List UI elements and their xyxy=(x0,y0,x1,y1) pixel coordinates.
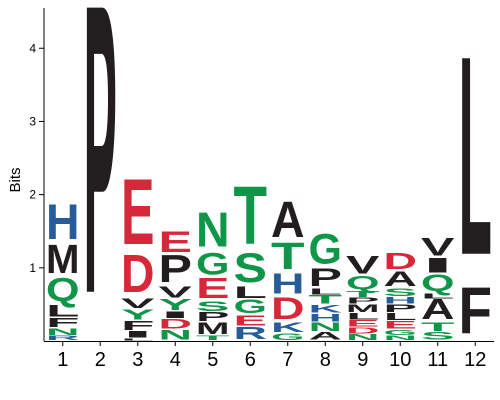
y-tick-label: 1 xyxy=(29,261,36,275)
logo-letter: D xyxy=(346,326,379,335)
y-tick-label: 3 xyxy=(29,114,36,128)
x-tick-label: 7 xyxy=(282,349,293,371)
logo-letter: P xyxy=(309,264,342,292)
logo-letter: D xyxy=(159,316,193,331)
logo-letter: P xyxy=(196,310,230,324)
logo-letter: D xyxy=(384,248,417,273)
logo-letter: F xyxy=(459,273,492,347)
logo-letter: K xyxy=(271,320,305,335)
logo-letter: S xyxy=(421,330,454,342)
logo-letter: T xyxy=(346,290,380,299)
logo-letter: A xyxy=(271,192,305,248)
logo-letter: Y xyxy=(121,307,155,323)
x-tick-label: 3 xyxy=(132,349,143,371)
logo-letter: E xyxy=(121,160,154,265)
logo-letter: I xyxy=(159,310,192,320)
x-tick-label: 9 xyxy=(357,349,368,371)
logo-letter: E xyxy=(159,225,192,258)
logo-letter: S xyxy=(196,299,230,314)
x-tick-label: 4 xyxy=(170,349,181,371)
logo-letter: A xyxy=(421,294,455,326)
y-axis-label: Bits xyxy=(7,167,24,192)
x-tick-label: 12 xyxy=(464,349,486,371)
logo-letter: N xyxy=(309,320,342,333)
x-axis: 1 2 3 4 5 6 7 8 9 10 11 12 xyxy=(44,341,494,371)
x-tick-label: 10 xyxy=(389,349,411,371)
logo-letter: K xyxy=(309,303,343,315)
y-tick-label: 4 xyxy=(29,41,36,55)
logo-letter: L xyxy=(309,288,342,297)
logo-letter: G xyxy=(234,297,267,318)
logo-letter: G xyxy=(384,328,417,336)
logo-letter: M xyxy=(346,302,379,314)
logo-letter: M xyxy=(46,236,79,282)
logo-letter: H xyxy=(271,268,305,300)
logo-letter: T xyxy=(234,169,268,261)
logo-letter: T xyxy=(271,235,305,278)
logo-letter: E xyxy=(384,319,417,331)
logo-letter: E xyxy=(234,312,267,328)
logo-letter: Q xyxy=(421,271,454,296)
logo-letter: P xyxy=(346,296,380,305)
logo-letter: V xyxy=(346,252,379,279)
logo-letter: S xyxy=(234,244,267,291)
logo-letter: L xyxy=(46,301,79,320)
logo-letter: H xyxy=(46,195,79,251)
x-tick-label: 6 xyxy=(245,349,256,371)
logo-letter: P xyxy=(159,247,193,291)
logo-letter: D xyxy=(121,244,154,304)
logo-letter: R xyxy=(234,324,267,343)
logo-letter: G xyxy=(271,332,304,342)
y-axis: 1 2 3 4 xyxy=(29,8,45,341)
logo-letter: L xyxy=(459,0,492,315)
logo-letter: I xyxy=(421,254,454,277)
logo-letter: N xyxy=(159,327,193,342)
logo-letter: L xyxy=(421,292,454,300)
logo-letter: L xyxy=(234,283,267,302)
logo-letter: Y xyxy=(159,296,193,313)
logo-letter: L xyxy=(346,311,380,321)
x-tick-label: 8 xyxy=(320,349,331,371)
logo-letter: V xyxy=(159,284,193,301)
logo-letter: Q xyxy=(346,273,379,293)
logo-letter: P xyxy=(384,302,417,314)
logo-letter: E xyxy=(346,318,380,328)
logo-letter: A xyxy=(309,330,342,342)
logo-letter: V xyxy=(421,234,454,261)
logo-letter: L xyxy=(121,338,155,341)
logo-letter: V xyxy=(121,296,155,311)
logo-letter: D xyxy=(271,291,305,326)
logo-letter: M xyxy=(196,319,229,338)
logo-letter: N xyxy=(196,203,229,257)
logo-letter: I xyxy=(121,330,154,340)
x-tick-label: 11 xyxy=(427,349,448,371)
logo-letter: Q xyxy=(46,272,80,309)
logo-letter: S xyxy=(384,286,417,298)
logo-letter: T xyxy=(309,293,343,306)
y-tick-label: 2 xyxy=(29,188,36,202)
logo-letter: F xyxy=(46,316,79,330)
logo-letter: L xyxy=(384,311,418,322)
x-tick-label: 2 xyxy=(95,349,106,371)
logo-letter: F xyxy=(121,319,154,333)
logo-letter: G xyxy=(196,247,230,282)
logo-letter: E xyxy=(196,272,229,305)
logo-letter: T xyxy=(196,335,230,342)
logo-letter: G xyxy=(309,226,342,274)
logo-letter: R xyxy=(46,335,80,342)
logo-letter: A xyxy=(384,267,418,291)
logo-letter: T xyxy=(421,320,455,333)
x-tick-label: 5 xyxy=(207,349,218,371)
logo-letter: N xyxy=(384,335,417,342)
logo-letter: N xyxy=(46,327,79,337)
x-tick-label: 1 xyxy=(57,349,68,371)
logo-letter: P xyxy=(84,0,117,380)
logo-letter: H xyxy=(384,295,417,305)
logo-letter: H xyxy=(309,312,342,324)
logo-letter: N xyxy=(346,333,379,342)
